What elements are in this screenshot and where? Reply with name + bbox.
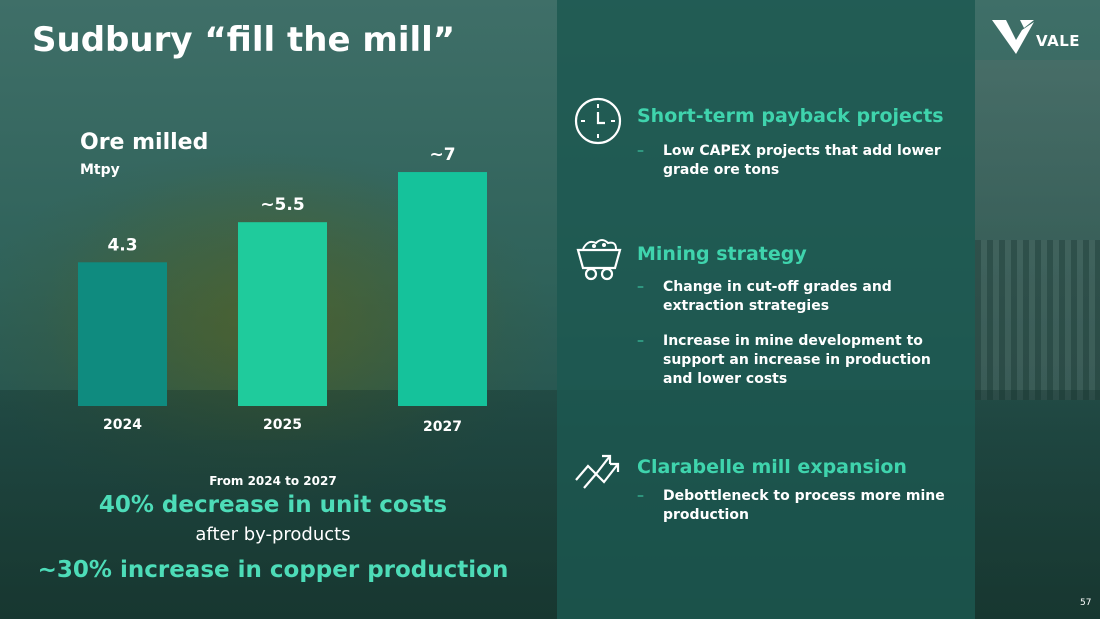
category-label-2024: 2024 (103, 417, 142, 433)
summary-period: From 2024 to 2027 (209, 474, 337, 488)
slide-title: Sudbury “fill the mill” (32, 20, 456, 60)
bar-2027 (398, 172, 487, 406)
value-label-2025: ~5.5 (260, 195, 304, 215)
bullet-item: – Low CAPEX projects that add lower grad… (637, 143, 941, 178)
chart-title: Ore milled (80, 130, 209, 155)
logo-text: VALE (1036, 32, 1081, 50)
section-heading: Clarabelle mill expansion (637, 456, 907, 478)
bullet-item: – Increase in mine development to suppor… (637, 333, 931, 387)
summary-copper-production: ~30% increase in copper production (37, 557, 509, 583)
clock-icon (574, 97, 622, 145)
value-label-2024: 4.3 (107, 235, 137, 255)
mine-cart-icon (576, 239, 622, 281)
value-label-2027: ~7 (429, 145, 455, 165)
bar-2025 (238, 222, 327, 406)
right-panel (557, 0, 975, 619)
bar-2024 (78, 262, 167, 406)
summary-unit-costs-sub: after by-products (195, 524, 351, 545)
vale-logo: VALE (990, 16, 1090, 58)
bullet-item: – Debottleneck to process more mine prod… (637, 488, 945, 523)
background-building-windows (975, 240, 1100, 400)
vale-logo-mark (992, 20, 1034, 54)
section-heading: Short-term payback projects (637, 105, 944, 127)
section-heading: Mining strategy (637, 243, 807, 265)
chart-unit: Mtpy (80, 162, 120, 178)
summary-unit-costs: 40% decrease in unit costs (98, 492, 448, 518)
category-label-2027: 2027 (423, 419, 462, 435)
page-number: 57 (1080, 598, 1092, 608)
ore-milled-chart: 4.3 2024 ~5.5 2025 ~7 2027 (78, 145, 487, 435)
bullet-item: – Change in cut-off grades and extractio… (637, 279, 892, 314)
trend-up-icon (575, 454, 620, 489)
category-label-2025: 2025 (263, 417, 302, 433)
